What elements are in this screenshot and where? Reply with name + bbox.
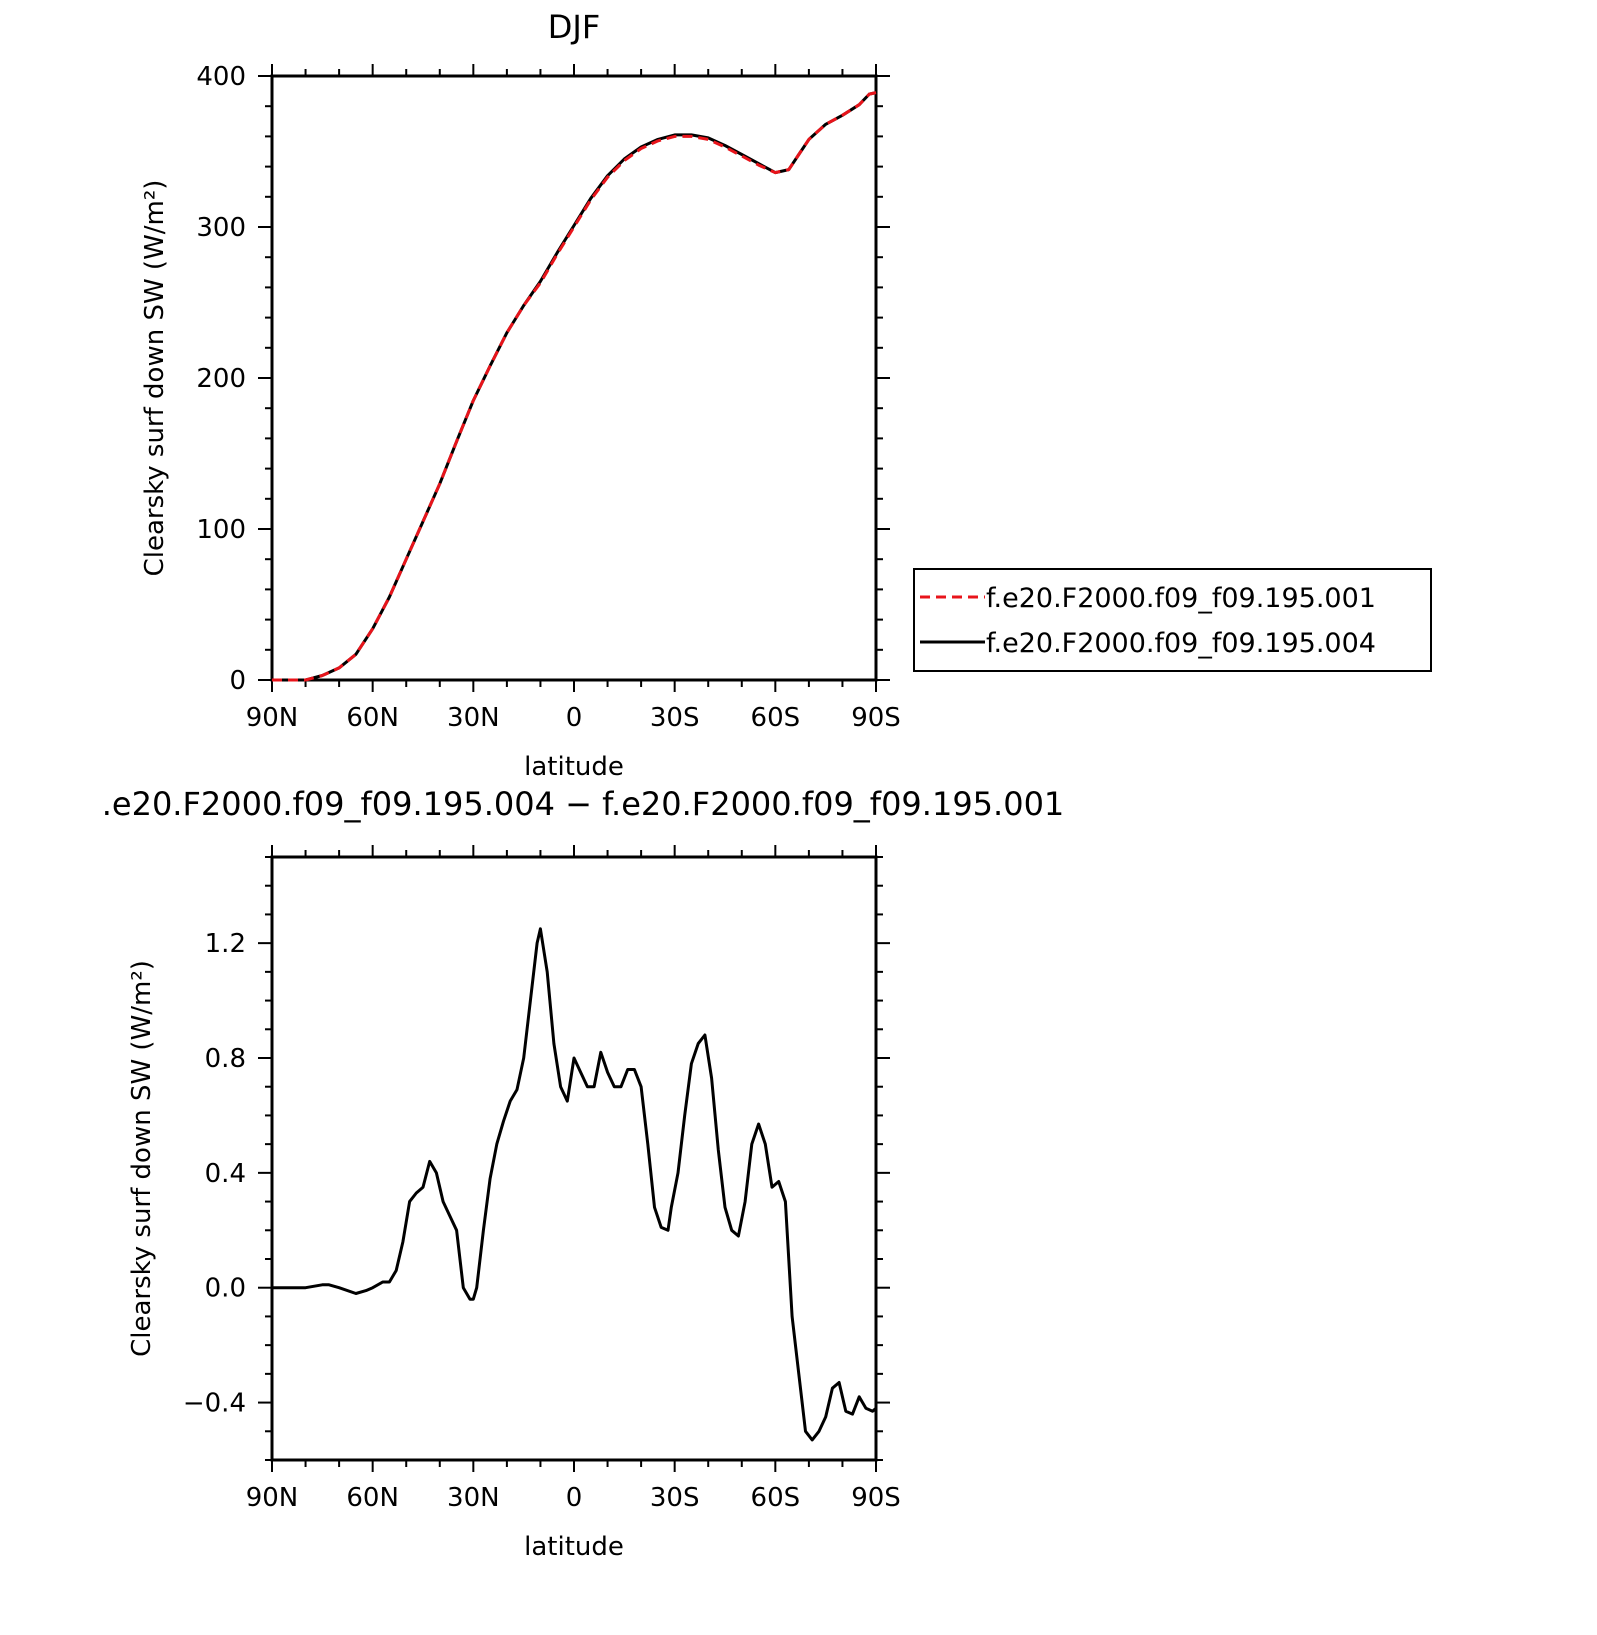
x-tick-label: 0 xyxy=(566,703,583,733)
x-tick-label: 90N xyxy=(246,703,299,733)
top-x-axis-label: latitude xyxy=(524,752,624,782)
top-x-tick-labels: 90N 60N 30N 0 30S 60S 90S xyxy=(246,703,901,733)
y-tick-label: 0.4 xyxy=(205,1159,246,1189)
y-tick-label: 0.8 xyxy=(205,1044,246,1074)
bottom-tick-marks xyxy=(258,845,890,1472)
series-line-difference xyxy=(272,927,877,1442)
x-tick-label: 60N xyxy=(346,703,399,733)
y-tick-label: 300 xyxy=(196,213,246,243)
bottom-series-group xyxy=(272,927,877,1442)
x-tick-label: 90N xyxy=(246,1483,299,1513)
x-tick-label: 0 xyxy=(566,1483,583,1513)
y-tick-label: 100 xyxy=(196,515,246,545)
top-series-group xyxy=(272,91,877,682)
top-plot-frame xyxy=(270,74,878,682)
y-tick-label: 400 xyxy=(196,62,246,92)
legend: f.e20.F2000.f09_f09.195.001 f.e20.F2000.… xyxy=(913,568,1432,672)
x-tick-label: 30S xyxy=(650,703,700,733)
top-chart-title: DJF xyxy=(548,8,600,46)
bottom-x-tick-labels: 90N 60N 30N 0 30S 60S 90S xyxy=(246,1483,901,1513)
bottom-chart-title: .e20.F2000.f09_f09.195.004 − f.e20.F2000… xyxy=(102,785,1065,823)
x-tick-label: 90S xyxy=(851,703,901,733)
x-tick-label: 60S xyxy=(751,1483,801,1513)
top-y-axis-label: Clearsky surf down SW (W/m²) xyxy=(140,180,170,577)
bottom-chart: .e20.F2000.f09_f09.195.004 − f.e20.F2000… xyxy=(102,785,1065,1562)
top-chart: DJF 90N 60N 30N 0 30S 60S 90S 0 100 200 300 400 la… xyxy=(140,8,1432,782)
x-tick-label: 30N xyxy=(447,703,500,733)
bottom-x-axis-label: latitude xyxy=(524,1532,624,1562)
x-tick-label: 90S xyxy=(851,1483,901,1513)
top-tick-marks xyxy=(258,64,890,692)
y-tick-label: 200 xyxy=(196,364,246,394)
bottom-y-tick-labels: −0.4 0.0 0.4 0.8 1.2 xyxy=(183,929,246,1418)
y-tick-label: 1.2 xyxy=(205,929,246,959)
x-tick-label: 30N xyxy=(447,1483,500,1513)
y-tick-label: 0.0 xyxy=(205,1274,246,1304)
x-tick-label: 60S xyxy=(751,703,801,733)
x-tick-label: 30S xyxy=(650,1483,700,1513)
legend-label-series-004: f.e20.F2000.f09_f09.195.004 xyxy=(986,628,1376,659)
top-y-tick-labels: 0 100 200 300 400 xyxy=(196,62,246,696)
y-tick-label: −0.4 xyxy=(183,1389,246,1419)
series-line-004 xyxy=(272,91,877,682)
series-line-001 xyxy=(272,91,877,682)
legend-box xyxy=(913,568,1432,672)
bottom-plot-frame xyxy=(270,855,878,1462)
bottom-y-axis-label: Clearsky surf down SW (W/m²) xyxy=(127,960,157,1357)
legend-label-series-001: f.e20.F2000.f09_f09.195.001 xyxy=(986,583,1376,614)
x-tick-label: 60N xyxy=(346,1483,399,1513)
y-tick-label: 0 xyxy=(229,666,246,696)
